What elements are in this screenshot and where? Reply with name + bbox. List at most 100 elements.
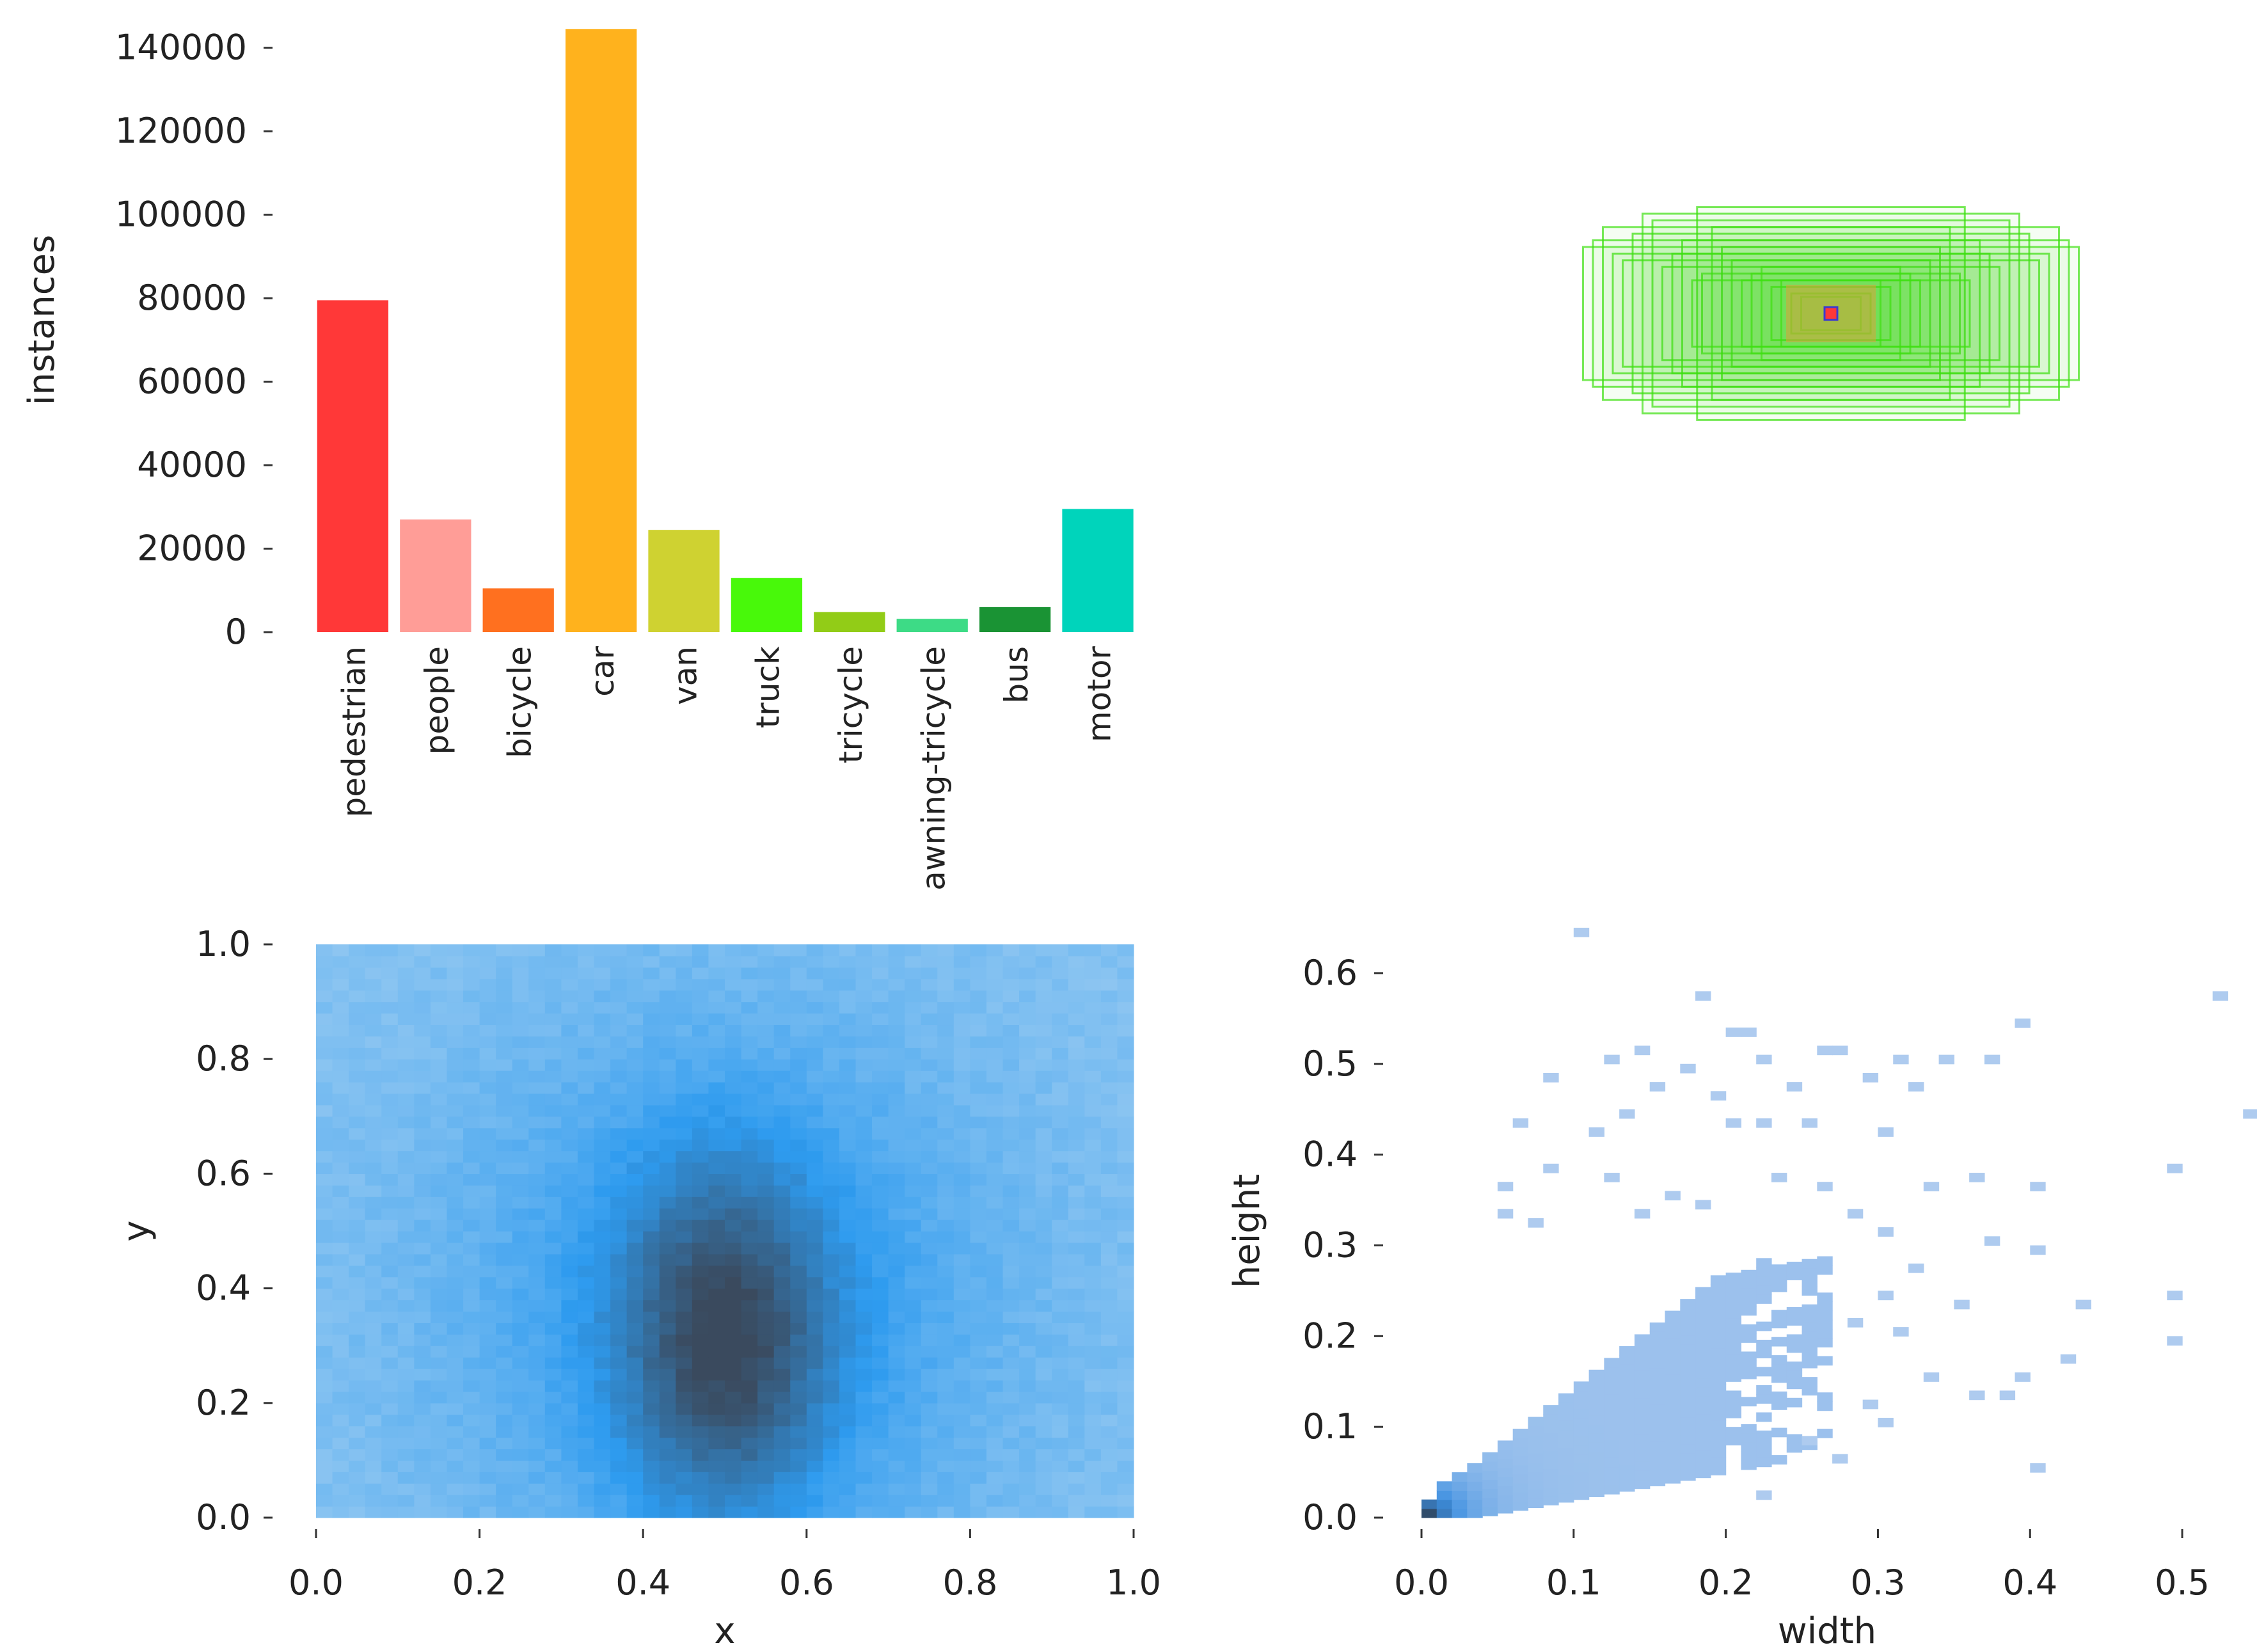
heat-cell [1100, 1449, 1118, 1461]
heat-cell [1019, 1288, 1036, 1301]
heat-cell [921, 1024, 938, 1036]
heat-cell [1019, 1219, 1036, 1232]
heat-cell [594, 1299, 611, 1312]
heat-cell [397, 1460, 415, 1472]
heat-cell [544, 1379, 562, 1392]
heat-cell [725, 1472, 742, 1484]
heat-cell [806, 1127, 823, 1140]
x-tick-label: 0.4 [2002, 1562, 2057, 1603]
heat-cell [921, 1311, 938, 1323]
heat-cell [1002, 1185, 1020, 1197]
heat-cell [773, 1311, 791, 1323]
heat-cell [316, 1196, 333, 1209]
heat-cell [773, 1449, 791, 1461]
heat-cell [986, 1185, 1004, 1197]
heat-cell [1497, 1449, 1514, 1459]
heat-cell [790, 1402, 807, 1415]
heat-cell [872, 1276, 889, 1289]
heat-cell [1084, 1460, 1102, 1472]
heat-cell [316, 1242, 333, 1255]
heat-cell [1035, 955, 1052, 968]
heat-cell [512, 1024, 529, 1036]
heat-cell [872, 1196, 889, 1209]
y-tick-label: 40000 [137, 445, 247, 485]
heat-cell [757, 1104, 775, 1117]
heat-cell [659, 1495, 676, 1507]
heat-cell [561, 944, 578, 957]
heat-cell [1002, 1311, 1020, 1323]
heat-cell [479, 955, 496, 968]
heat-cell [610, 1001, 628, 1014]
heat-cell [544, 1346, 562, 1358]
heat-cell [626, 1104, 644, 1117]
heat-cell [888, 1093, 905, 1106]
heat-cell [643, 1426, 660, 1438]
heat-cell [349, 1288, 366, 1301]
heat-cell [447, 1242, 464, 1255]
heat-cell [643, 1379, 660, 1392]
heat-cell [1002, 1059, 1020, 1071]
heat-cell [430, 1013, 448, 1026]
heat-cell [316, 1334, 333, 1346]
heat-cell [512, 1036, 529, 1048]
heat-cell [659, 1357, 676, 1369]
heat-cell [790, 1346, 807, 1358]
heat-cell [512, 1449, 529, 1461]
heat-cell [937, 1379, 954, 1392]
heat-cell [316, 1391, 333, 1404]
heat-cell [872, 1265, 889, 1278]
heat-cell [1665, 1356, 1681, 1366]
heat-cell [1847, 1317, 1864, 1328]
heat-cell [888, 1402, 905, 1415]
heat-cell [823, 1001, 840, 1014]
heat-cell [479, 978, 496, 991]
heat-cell [708, 978, 725, 991]
heat-cell [1035, 1047, 1052, 1060]
heat-cell [479, 1437, 496, 1450]
heat-cell [921, 1116, 938, 1129]
heat-cell [659, 1231, 676, 1243]
heat-cell [512, 1059, 529, 1071]
heat-cell [594, 1173, 611, 1186]
heat-cell [1019, 1276, 1036, 1289]
heat-cell [544, 1483, 562, 1495]
heat-cell [643, 1196, 660, 1209]
heat-cell [708, 1460, 725, 1472]
heat-cell [447, 944, 464, 957]
heat-cell [676, 1379, 693, 1392]
heat-cell [1035, 1013, 1052, 1026]
heat-cell [1117, 1460, 1134, 1472]
heat-cell [1117, 1127, 1134, 1140]
x-tick-label: 0.2 [452, 1562, 507, 1603]
y-tick-label: 140000 [115, 28, 247, 68]
heat-cell [1117, 1173, 1134, 1186]
heat-cell [1002, 1369, 1020, 1381]
heat-cell [1117, 1426, 1134, 1438]
heat-cell [839, 1127, 857, 1140]
heat-cell [528, 1402, 546, 1415]
heat-cell [2212, 991, 2229, 1001]
heat-cell [1052, 1173, 1069, 1186]
heat-cell [1680, 1471, 1696, 1481]
heat-cell [953, 1173, 970, 1186]
heat-cell [953, 944, 970, 957]
heat-cell [1984, 1054, 2000, 1065]
heat-cell [316, 1013, 333, 1026]
heat-cell [1019, 967, 1036, 980]
heat-cell [757, 944, 775, 957]
heat-cell [855, 1460, 873, 1472]
heat-cell [773, 1426, 791, 1438]
heat-cell [561, 1483, 578, 1495]
heat-cell [741, 1495, 758, 1507]
heat-cell [953, 1311, 970, 1323]
heat-cell [414, 1357, 431, 1369]
heat-cell [757, 1082, 775, 1094]
heat-cell [921, 1402, 938, 1415]
heat-cell [823, 1265, 840, 1278]
heat-cell [937, 1001, 954, 1014]
heat-cell [888, 1001, 905, 1014]
heat-cell [725, 1391, 742, 1404]
heat-cell [986, 1139, 1004, 1152]
heat-cell [1497, 1458, 1514, 1468]
heat-cell [381, 1047, 399, 1060]
